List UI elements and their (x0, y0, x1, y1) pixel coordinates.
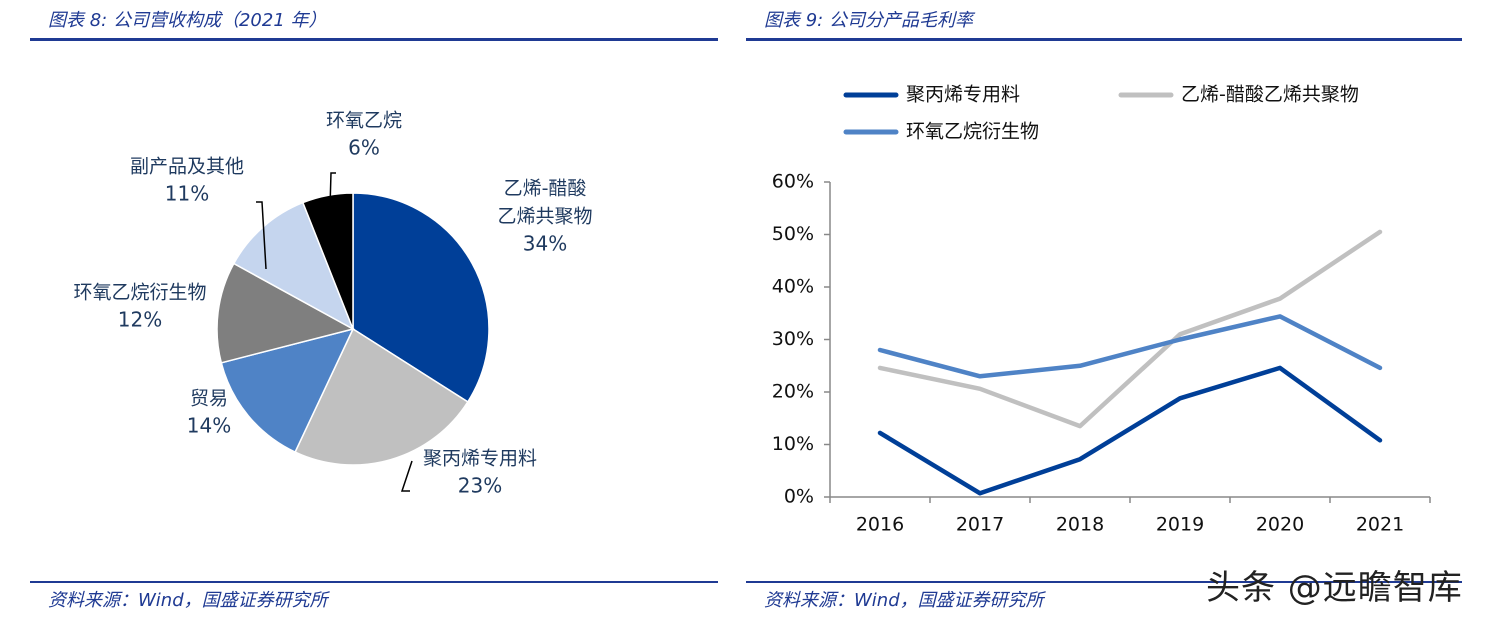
pie-slice-percent-label: 12% (118, 308, 162, 332)
x-tick-label: 2018 (1056, 514, 1104, 536)
line-source-note: 资料来源：Wind，国盛证券研究所 (764, 590, 1044, 611)
y-tick-label: 20% (772, 381, 814, 403)
legend-label: 乙烯-醋酸乙烯共聚物 (1181, 84, 1359, 106)
pie-slice-category-label: 副产品及其他 (130, 156, 244, 178)
series-line (877, 314, 1383, 379)
x-tick-label: 2019 (1156, 514, 1204, 536)
line-source-rule (746, 581, 1462, 583)
pie-slice-category-label: 环氧乙烷 (326, 110, 402, 132)
series-line (877, 229, 1383, 429)
pie-source-note: 资料来源：Wind，国盛证券研究所 (48, 590, 328, 611)
pie-leader-line (328, 172, 336, 242)
pie-slice-percent-label: 23% (458, 474, 502, 498)
pie-slice (216, 262, 356, 364)
pie-slice-category-label: 贸易 (190, 388, 228, 410)
pie-slice-percent-label: 11% (165, 182, 209, 206)
y-tick-label: 0% (784, 486, 814, 508)
y-tick-label: 10% (772, 433, 814, 455)
pie-panel-title: 图表 8: 公司营收构成（2021 年） (48, 10, 327, 31)
line-chart: 0% 10% 20% 30% 40% 50% 60% 2016 2017 2018 2019 2020… (772, 84, 1431, 536)
pie-slice (220, 327, 355, 454)
pie-chart: 乙烯-醋酸乙烯共聚物 34% 聚丙烯专用料 23% 贸易 14% 环氧乙烷衍生物 12% 副产品… (73, 110, 592, 498)
y-tick-label: 40% (772, 276, 814, 298)
pie-slice-percent-label: 6% (348, 136, 380, 160)
pie-leader-line (400, 460, 413, 492)
pie-slice-category-label: 乙烯共聚物 (497, 206, 592, 228)
y-tick-label: 60% (772, 171, 814, 193)
pie-slice-category-label: 乙烯-醋酸 (504, 178, 587, 200)
pie-leader-line (256, 201, 267, 270)
pie-slice (294, 327, 469, 466)
y-tick-label: 50% (772, 223, 814, 245)
line-title-rule (746, 38, 1462, 41)
watermark: 头条 @远瞻智库 (1206, 568, 1463, 608)
pie-source-rule (30, 581, 718, 583)
series-line (877, 365, 1383, 496)
pie-slice (301, 192, 354, 330)
x-tick-label: 2017 (956, 514, 1004, 536)
pie-slice-category-label: 聚丙烯专用料 (423, 448, 537, 470)
pie-slice (352, 192, 490, 403)
x-tick-label: 2020 (1256, 514, 1304, 536)
line-panel-title: 图表 9: 公司分产品毛利率 (764, 10, 973, 31)
x-tick-label: 2016 (856, 514, 904, 536)
pie-slice-category-label: 环氧乙烷衍生物 (73, 282, 206, 304)
pie-title-rule (30, 38, 718, 41)
x-tick-label: 2021 (1356, 514, 1404, 536)
legend-label: 环氧乙烷衍生物 (906, 121, 1039, 143)
pie-slice-percent-label: 14% (187, 414, 231, 438)
pie-slice-percent-label: 34% (523, 232, 567, 256)
legend-label: 聚丙烯专用料 (906, 84, 1020, 106)
y-tick-label: 30% (772, 328, 814, 350)
